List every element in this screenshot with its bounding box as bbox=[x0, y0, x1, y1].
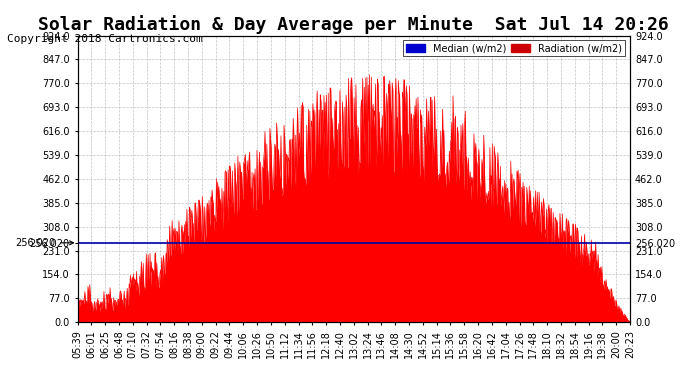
Title: Solar Radiation & Day Average per Minute  Sat Jul 14 20:26: Solar Radiation & Day Average per Minute… bbox=[39, 15, 669, 34]
Text: 256.020: 256.020 bbox=[15, 238, 73, 248]
Text: Copyright 2018 Cartronics.com: Copyright 2018 Cartronics.com bbox=[7, 34, 203, 44]
Legend: Median (w/m2), Radiation (w/m2): Median (w/m2), Radiation (w/m2) bbox=[403, 40, 625, 56]
